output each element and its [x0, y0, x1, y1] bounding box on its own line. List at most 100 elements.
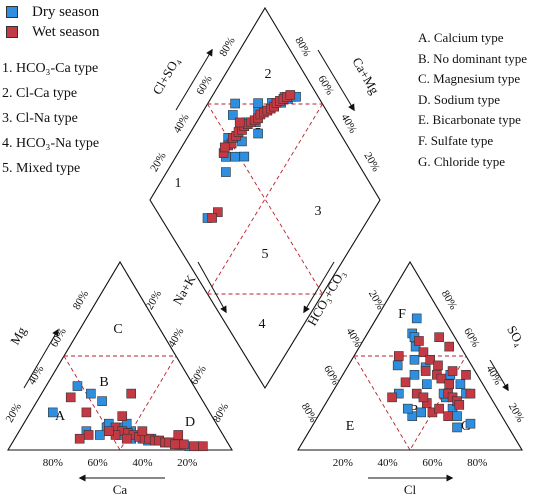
- anion-bottom-tick: 40%: [378, 457, 398, 469]
- dry-cation-point: [97, 396, 107, 406]
- wet-anion-point: [461, 369, 471, 380]
- cation-zone-b: B: [99, 375, 108, 390]
- wet-diamond-point: [219, 142, 230, 153]
- wet-anion-point: [400, 377, 411, 388]
- mg-axis-arrow: [23, 328, 59, 389]
- camg-axis-arrow: [317, 49, 355, 112]
- legend-item-wet: Wet season: [6, 22, 100, 42]
- wet-cation-point: [170, 439, 180, 450]
- dry-anion-point: [411, 313, 422, 324]
- diamond-left-tick: 40%: [171, 112, 191, 135]
- wet-cation-point: [126, 388, 136, 399]
- cation-bottom-tick: 80%: [43, 457, 63, 469]
- wet-cation-point: [189, 441, 199, 452]
- so4-axis-arrow: [489, 359, 509, 392]
- diamond-right-tick: 80%: [292, 35, 312, 58]
- diamond-left-tick: 60%: [194, 74, 214, 97]
- wet-cation-point: [81, 407, 92, 418]
- anion-right-tick: 20%: [506, 401, 526, 424]
- dry-anion-point: [409, 354, 420, 365]
- water-type-1: 1. HCO₃-Ca type: [2, 61, 99, 76]
- dry-diamond-point: [228, 110, 238, 120]
- diamond-guide-diag-b: [207, 103, 323, 295]
- dry-cation-point: [86, 388, 96, 399]
- cation-right-tick: 40%: [166, 326, 186, 349]
- wet-anion-point: [414, 336, 424, 346]
- anion-left-tick: 20%: [366, 288, 386, 311]
- cl-axis-label: Cl: [404, 482, 417, 497]
- water-type-3: 3. Cl-Na type: [2, 111, 78, 126]
- wet-anion-point: [454, 400, 465, 410]
- cation-right-tick: 20%: [144, 288, 164, 311]
- wet-cation-point: [104, 426, 114, 437]
- anion-bottom-tick: 60%: [422, 457, 442, 469]
- dry-anion-point: [392, 360, 403, 371]
- cation-bottom-tick: 20%: [177, 457, 197, 469]
- wet-cation-point: [173, 430, 184, 440]
- wet-anion-point: [436, 373, 447, 384]
- wet-anion-point: [434, 403, 444, 414]
- diamond-zone-3: 3: [315, 204, 322, 219]
- ca-axis-label: Ca: [113, 482, 128, 497]
- cation-left-tick: 60%: [48, 326, 68, 349]
- facies-code-c: C. Magnesium type: [418, 71, 521, 87]
- wet-anion-point: [465, 388, 476, 399]
- wet-anion-point: [387, 392, 397, 403]
- anion-zone-b: B: [409, 403, 418, 418]
- anion-left-tick: 60%: [321, 364, 341, 387]
- legend-label-dry: Dry season: [32, 3, 100, 20]
- dry-anion-point: [416, 407, 427, 418]
- wet-anion-point: [444, 379, 455, 390]
- diamond-zone-5-lower: 5: [262, 247, 269, 262]
- diamond-zone-2: 2: [265, 67, 272, 82]
- clso4-axis-label: Cl+SO₄: [149, 54, 183, 97]
- cation-guide-lower: [63, 355, 177, 451]
- wet-anion-point: [447, 366, 458, 376]
- dry-anion-point: [421, 379, 432, 390]
- dry-diamond-point: [221, 167, 231, 177]
- cation-left-tick: 80%: [71, 288, 91, 311]
- nak-axis-arrow: [197, 261, 227, 314]
- diamond-zone-4: 4: [259, 317, 266, 332]
- wet-cation-point: [121, 433, 132, 444]
- wet-diamond-point: [234, 117, 245, 128]
- anion-zone-f: F: [398, 307, 406, 322]
- wet-anion-point: [443, 411, 453, 421]
- diamond-guide-diag-a: [207, 103, 323, 295]
- wet-cation-point: [83, 430, 94, 440]
- dry-diamond-point: [230, 151, 240, 162]
- facies-code-f: F. Sulfate type: [418, 132, 494, 148]
- wet-season-swatch: [6, 26, 18, 38]
- wet-cation-point: [198, 441, 208, 452]
- anion-right-tick: 60%: [461, 326, 481, 349]
- facies-code-b: B. No dominant type: [418, 50, 528, 66]
- dry-anion-point: [455, 379, 466, 390]
- diamond-right-tick: 40%: [338, 112, 358, 135]
- cation-bottom-tick: 40%: [132, 457, 152, 469]
- cation-right-tick: 80%: [211, 401, 231, 424]
- facies-code-d: D. Sodium type: [418, 91, 500, 107]
- wet-diamond-point: [285, 90, 296, 100]
- diamond-outline: [149, 6, 381, 390]
- wet-cation-point: [74, 433, 85, 444]
- dry-season-swatch: [6, 6, 18, 18]
- anion-zone-e: E: [346, 419, 355, 434]
- wet-anion-point: [433, 360, 443, 371]
- wet-diamond-point: [213, 207, 223, 217]
- anion-left-tick: 80%: [299, 401, 319, 424]
- wet-anion-point: [444, 341, 455, 352]
- diamond-right-tick: 60%: [315, 74, 335, 97]
- water-type-4: 4. HCO₃-Na type: [2, 136, 100, 151]
- water-type-list: 1. HCO₃-Ca type 2. Cl-Ca type 3. Cl-Na t…: [2, 56, 99, 181]
- so4-axis-label: SO₄: [504, 323, 528, 349]
- dry-anion-point: [452, 422, 462, 433]
- mg-axis-label: Mg: [7, 324, 29, 348]
- legend-label-wet: Wet season: [32, 23, 100, 40]
- wet-cation-point: [137, 426, 148, 437]
- wet-diamond-point: [207, 213, 217, 223]
- cation-left-tick: 20%: [4, 401, 24, 424]
- nak-axis-label: Na+K: [170, 272, 199, 308]
- cation-zone-a: A: [55, 409, 66, 424]
- wet-anion-point: [418, 347, 429, 358]
